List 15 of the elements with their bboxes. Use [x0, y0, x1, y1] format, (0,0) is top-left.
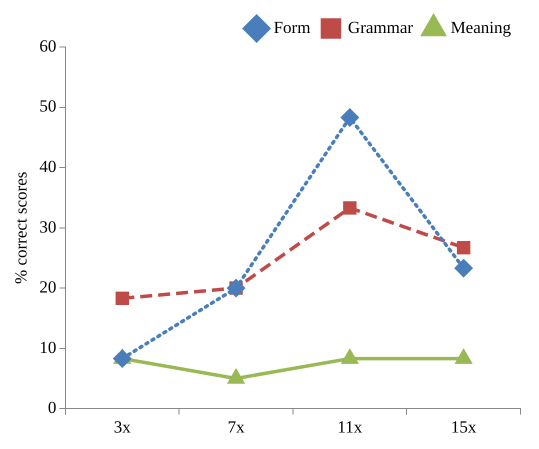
x-tick-label: 11x	[337, 417, 363, 436]
legend-label: Grammar	[348, 18, 414, 37]
x-tick-label: 15x	[450, 417, 477, 436]
legend-label: Meaning	[450, 18, 512, 37]
y-tick-label: 10	[39, 338, 56, 357]
y-tick-label: 30	[39, 217, 56, 236]
y-tick-label: 20	[39, 278, 56, 297]
x-tick-label: 7x	[228, 417, 246, 436]
y-tick-label: 50	[39, 96, 56, 116]
y-tick-label: 60	[39, 36, 56, 56]
y-tick-label: 0	[48, 398, 56, 418]
y-tick-label: 40	[39, 157, 56, 176]
y-axis-title: % correct scores	[12, 172, 31, 284]
x-tick-label: 3x	[114, 417, 132, 436]
legend-label: Form	[274, 18, 310, 37]
